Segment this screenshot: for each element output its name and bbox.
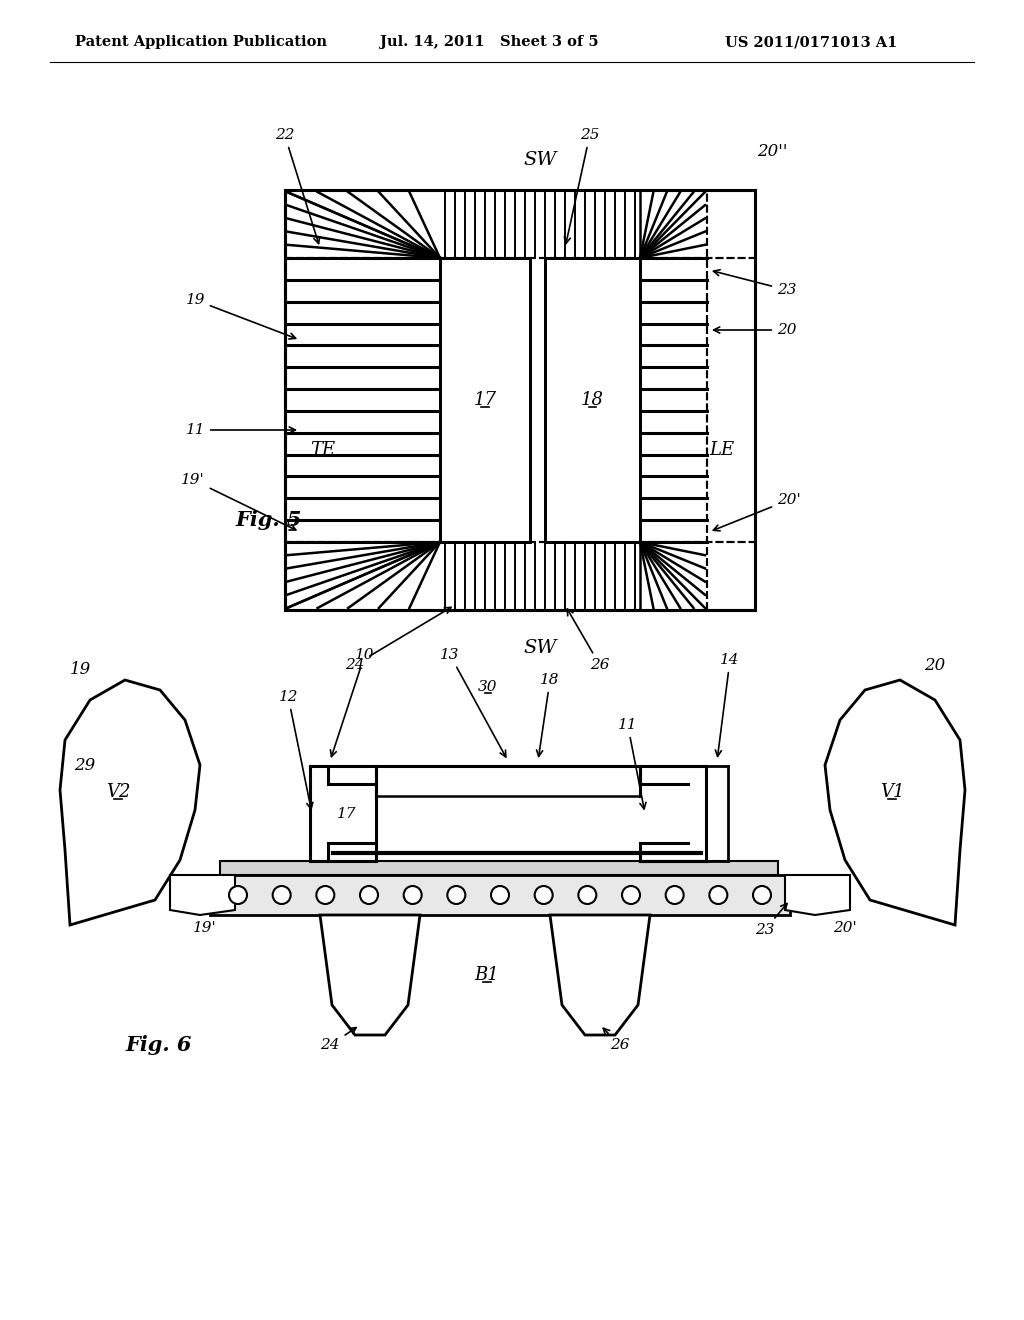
Circle shape — [622, 886, 640, 904]
Text: 18: 18 — [581, 391, 604, 409]
Text: 18: 18 — [537, 673, 560, 756]
Bar — [285, 190, 755, 610]
Text: US 2011/0171013 A1: US 2011/0171013 A1 — [725, 36, 897, 49]
Circle shape — [360, 886, 378, 904]
Text: V1: V1 — [880, 783, 904, 801]
Circle shape — [490, 886, 509, 904]
Text: B1: B1 — [475, 966, 500, 983]
Bar — [220, 861, 778, 875]
Polygon shape — [319, 915, 420, 1035]
Text: 20': 20' — [714, 492, 801, 531]
Text: 30: 30 — [478, 680, 498, 694]
Text: Fig. 6: Fig. 6 — [125, 1035, 191, 1055]
Text: 13: 13 — [440, 648, 506, 756]
Polygon shape — [785, 875, 850, 915]
Text: 14: 14 — [716, 653, 739, 756]
Text: 24: 24 — [345, 607, 451, 672]
Text: 19: 19 — [185, 293, 296, 339]
Polygon shape — [550, 915, 650, 1035]
Circle shape — [403, 886, 422, 904]
Text: 25: 25 — [564, 128, 599, 243]
Text: 24: 24 — [321, 1027, 356, 1052]
Text: TE: TE — [310, 441, 336, 459]
Text: 11: 11 — [618, 718, 646, 809]
Text: 12: 12 — [279, 690, 313, 809]
Bar — [440, 257, 530, 543]
Bar — [440, 257, 530, 543]
Text: 10: 10 — [331, 648, 375, 756]
Text: 19: 19 — [70, 661, 91, 678]
Text: 23: 23 — [714, 269, 797, 297]
Text: 20: 20 — [714, 323, 797, 337]
Bar — [210, 875, 790, 915]
Text: 29: 29 — [75, 756, 95, 774]
Text: 19': 19' — [194, 921, 217, 935]
Bar — [545, 257, 640, 543]
Circle shape — [710, 886, 727, 904]
Text: 20: 20 — [925, 656, 945, 673]
Text: SW: SW — [523, 639, 557, 657]
Circle shape — [447, 886, 465, 904]
Text: 17: 17 — [337, 807, 356, 821]
Circle shape — [229, 886, 247, 904]
Text: Fig. 5: Fig. 5 — [234, 510, 301, 531]
Text: Patent Application Publication: Patent Application Publication — [75, 36, 327, 49]
Circle shape — [316, 886, 334, 904]
Polygon shape — [825, 680, 965, 925]
Text: Jul. 14, 2011   Sheet 3 of 5: Jul. 14, 2011 Sheet 3 of 5 — [380, 36, 599, 49]
Text: SW: SW — [523, 150, 557, 169]
Text: 17: 17 — [473, 391, 497, 409]
Text: 11: 11 — [185, 422, 295, 437]
Text: 20'': 20'' — [757, 144, 787, 161]
Text: V2: V2 — [105, 783, 130, 801]
Text: LE: LE — [710, 441, 734, 459]
Circle shape — [753, 886, 771, 904]
Polygon shape — [170, 875, 234, 915]
Text: 22: 22 — [275, 128, 319, 244]
Text: 23: 23 — [755, 904, 787, 937]
Circle shape — [666, 886, 684, 904]
Text: 19': 19' — [181, 473, 296, 531]
Circle shape — [535, 886, 553, 904]
Bar — [545, 257, 640, 543]
Polygon shape — [60, 680, 200, 925]
Text: 26: 26 — [603, 1028, 630, 1052]
Circle shape — [579, 886, 596, 904]
Text: 20': 20' — [834, 921, 857, 935]
Circle shape — [272, 886, 291, 904]
Text: 26: 26 — [567, 609, 609, 672]
Bar — [285, 190, 755, 610]
